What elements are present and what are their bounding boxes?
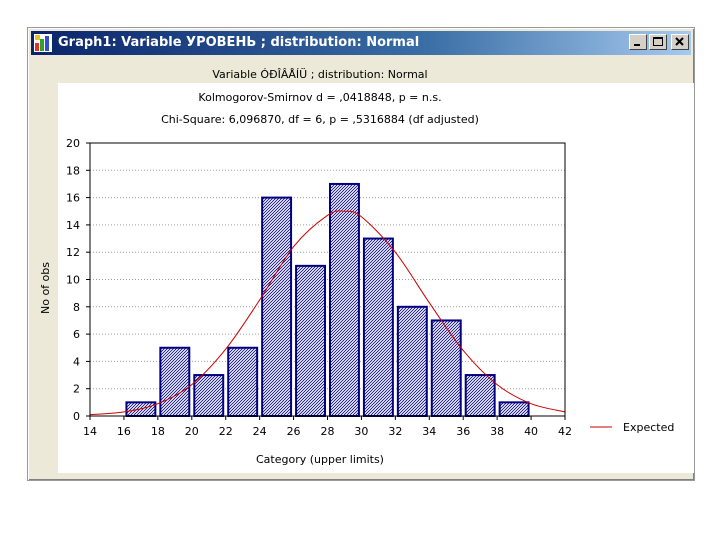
expected-line [89,210,566,416]
legend-expected-label: Expected [623,421,674,434]
bar [396,305,428,417]
x-tick-label: 18 [151,425,165,438]
bar [193,374,225,417]
y-tick-label: 6 [73,328,80,341]
bars [125,182,530,418]
minimize-button[interactable] [629,34,647,50]
x-tick-label: 16 [117,425,131,438]
x-tick-label: 34 [422,425,436,438]
plot-frame [89,142,566,417]
window-title: Graph1: Variable УРОВЕНЬ ; distribution:… [58,35,420,50]
close-icon [675,37,684,46]
close-button[interactable] [671,34,689,50]
bar [159,346,191,417]
y-tick-label: 4 [73,355,80,368]
expected-curve [89,210,566,416]
x-tick-label: 42 [558,425,572,438]
bar [227,346,259,417]
app-icon [34,34,52,52]
x-tick-label: 24 [253,425,267,438]
y-tick-label: 0 [73,410,80,423]
x-tick-label: 30 [354,425,368,438]
x-tick-label: 22 [219,425,233,438]
x-tick-label: 38 [490,425,504,438]
y-tick-label: 8 [73,301,80,314]
x-tick-label: 40 [524,425,538,438]
x-tick-label: 26 [287,425,301,438]
chart-subtitle-chisq: Chi-Square: 6,096870, df = 6, p = ,53168… [161,113,479,126]
legend: Expected [590,421,674,434]
y-tick-label: 16 [66,192,80,205]
bar [498,401,530,418]
y-tick-label: 12 [66,246,80,259]
x-tick-label: 36 [456,425,470,438]
x-tick-label: 28 [321,425,335,438]
bar [464,374,496,417]
x-tick-label: 20 [185,425,199,438]
bar [295,264,327,417]
y-tick-label: 20 [66,137,80,150]
bar [362,237,394,417]
x-tick-label: 32 [388,425,402,438]
minimize-icon [634,44,640,46]
bar [329,182,360,417]
y-tick-label: 10 [66,274,80,287]
y-tick-label: 18 [66,164,80,177]
bar [261,196,293,417]
bar [430,319,462,418]
chart-title: Variable ÓÐÎÂÅÍÜ ; distribution: Normal [212,68,427,81]
y-axis-label: No of obs [39,262,52,314]
chart-subtitle-ks: Kolmogorov-Smirnov d = ,0418848, p = n.s… [198,91,441,104]
y-tick-label: 14 [66,219,80,232]
title-bar[interactable]: Graph1: Variable УРОВЕНЬ ; distribution:… [31,31,691,55]
y-tick-label: 2 [73,383,80,396]
x-tick-label: 14 [83,425,97,438]
maximize-button[interactable] [649,34,667,50]
x-axis-label: Category (upper limits) [256,453,384,466]
maximize-icon [653,37,663,46]
